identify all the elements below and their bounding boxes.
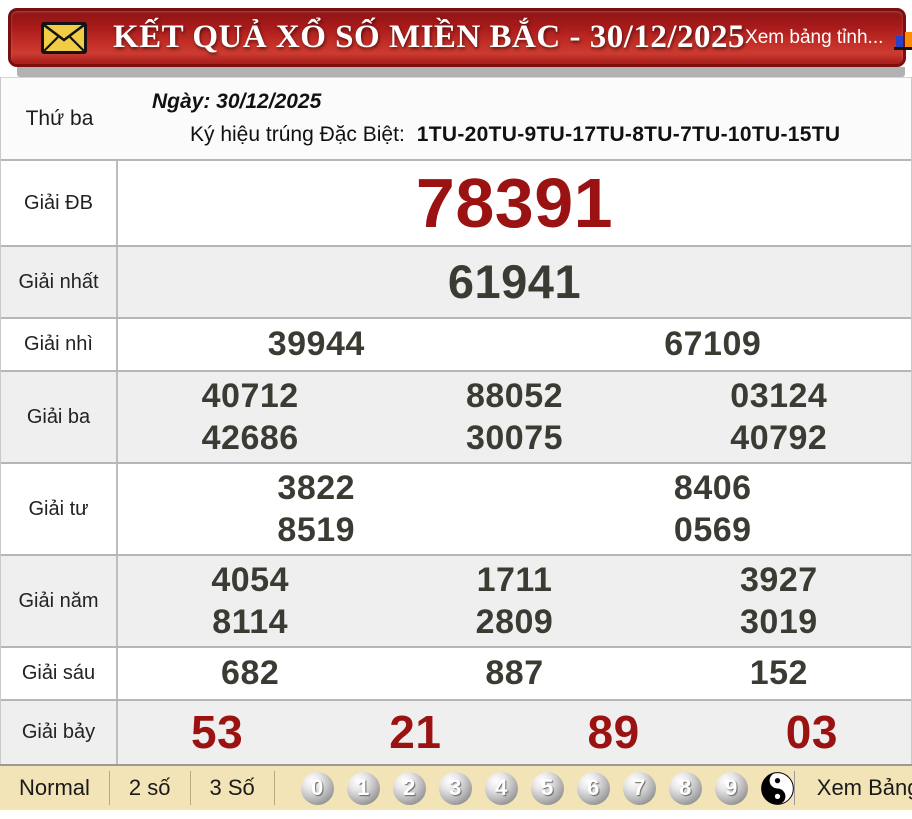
prize-row-giai-sau: Giải sáu 682 887 152 (1, 646, 911, 699)
draw-date: Ngày: 30/12/2025 (152, 90, 322, 113)
prize-number: 3927 (740, 560, 818, 599)
prize-number: 03 (785, 705, 838, 758)
prize-label: Giải nhì (1, 319, 118, 370)
results-board: Thứ ba Ngày: 30/12/2025 Ký hiệu trúng Đặ… (0, 77, 912, 764)
prize-row-giai-nhat: Giải nhất 61941 (1, 245, 911, 317)
prize-number: 30075 (465, 419, 564, 457)
mode-3-so[interactable]: 3 Số (191, 771, 275, 805)
page-title: KẾT QUẢ XỔ SỐ MIỀN BẮC - 30/12/2025 (113, 19, 746, 55)
prize-number: 8519 (277, 511, 356, 549)
prize-number: 67109 (664, 325, 762, 364)
prize-row-giai-tu: Giải tư 3822 8406 8519 0569 (1, 462, 911, 554)
prize-number: 887 (485, 654, 544, 693)
digit-ball-3[interactable]: 3 (438, 771, 472, 805)
prize-row-giai-nam: Giải năm 4054 1711 3927 8114 2809 3019 (1, 554, 911, 646)
envelope-icon (41, 21, 87, 54)
digit-ball-5[interactable]: 5 (530, 771, 564, 805)
prize-number: 682 (221, 654, 280, 693)
draw-info-row: Thứ ba Ngày: 30/12/2025 Ký hiệu trúng Đặ… (1, 77, 911, 159)
prize-number: 0569 (673, 511, 752, 549)
special-symbol-line: Ký hiệu trúng Đặc Biệt: 1TU-20TU-9TU-17TU… (118, 123, 911, 147)
special-symbol-value: 1TU-20TU-9TU-17TU-8TU-7TU-10TU-15TU (416, 123, 841, 146)
loto-board-link[interactable]: Xem Bảng Loto (793, 771, 912, 805)
prize-number: 42686 (201, 419, 299, 457)
yin-yang-icon[interactable] (760, 771, 794, 805)
prize-number: 8406 (673, 468, 752, 507)
prize-number: 21 (389, 705, 442, 758)
prize-number: 88052 (465, 376, 564, 415)
prize-number: 40712 (201, 376, 299, 415)
mode-2-so[interactable]: 2 số (110, 771, 191, 805)
prize-number: 2809 (475, 603, 554, 641)
mode-normal[interactable]: Normal (0, 771, 110, 805)
prize-label: Giải năm (1, 556, 118, 646)
prize-label: Giải ĐB (1, 161, 118, 245)
digit-ball-group: 0 1 2 3 4 5 6 7 8 9 (300, 771, 794, 805)
stats-link[interactable]: Xem bảng tỉnh... (745, 24, 912, 51)
prize-number: 89 (587, 705, 640, 758)
digit-ball-4[interactable]: 4 (484, 771, 518, 805)
digit-ball-8[interactable]: 8 (668, 771, 702, 805)
digit-ball-1[interactable]: 1 (346, 771, 380, 805)
prize-number: 39944 (267, 325, 365, 364)
prize-label: Giải tư (1, 464, 118, 554)
prize-label: Giải ba (1, 372, 118, 462)
prize-row-giai-nhi: Giải nhì 39944 67109 (1, 317, 911, 370)
prize-label: Giải nhất (1, 247, 118, 317)
prize-label: Giải sáu (1, 648, 118, 699)
prize-row-giai-ba: Giải ba 40712 88052 03124 42686 30075 40… (1, 370, 911, 462)
special-symbol-label: Ký hiệu trúng Đặc Biệt: (190, 123, 405, 146)
prize-number: 40792 (730, 419, 828, 457)
digit-ball-9[interactable]: 9 (714, 771, 748, 805)
prize-number: 53 (191, 705, 244, 758)
weekday-label: Thứ ba (25, 106, 94, 130)
prize-row-giai-db: Giải ĐB 78391 (1, 159, 911, 245)
digit-ball-2[interactable]: 2 (392, 771, 426, 805)
prize-number: 1711 (476, 560, 553, 599)
footer-toolbar: Normal 2 số 3 Số 0 1 2 3 4 5 6 7 8 9 Xem… (0, 764, 912, 810)
header-shadow (17, 67, 905, 77)
prize-number: 152 (749, 654, 808, 693)
stats-link-label: Xem bảng tỉnh... (745, 26, 884, 48)
prize-number: 3822 (277, 468, 356, 507)
prize-number: 8114 (212, 603, 289, 641)
header-bar: KẾT QUẢ XỔ SỐ MIỀN BẮC - 30/12/2025 Xem … (8, 8, 912, 67)
prize-row-giai-bay: Giải bảy 53 21 89 03 (1, 699, 911, 764)
prize-number: 61941 (447, 254, 582, 308)
digit-ball-0[interactable]: 0 (300, 771, 334, 805)
bar-chart-icon (893, 24, 912, 51)
digit-ball-7[interactable]: 7 (622, 771, 656, 805)
digit-ball-6[interactable]: 6 (576, 771, 610, 805)
prize-number: 03124 (730, 376, 828, 415)
prize-number: 4054 (211, 560, 289, 599)
prize-number: 78391 (415, 164, 614, 242)
prize-label: Giải bảy (1, 701, 118, 764)
prize-number: 3019 (740, 603, 818, 641)
lottery-results-page: KẾT QUẢ XỔ SỐ MIỀN BẮC - 30/12/2025 Xem … (0, 8, 912, 810)
